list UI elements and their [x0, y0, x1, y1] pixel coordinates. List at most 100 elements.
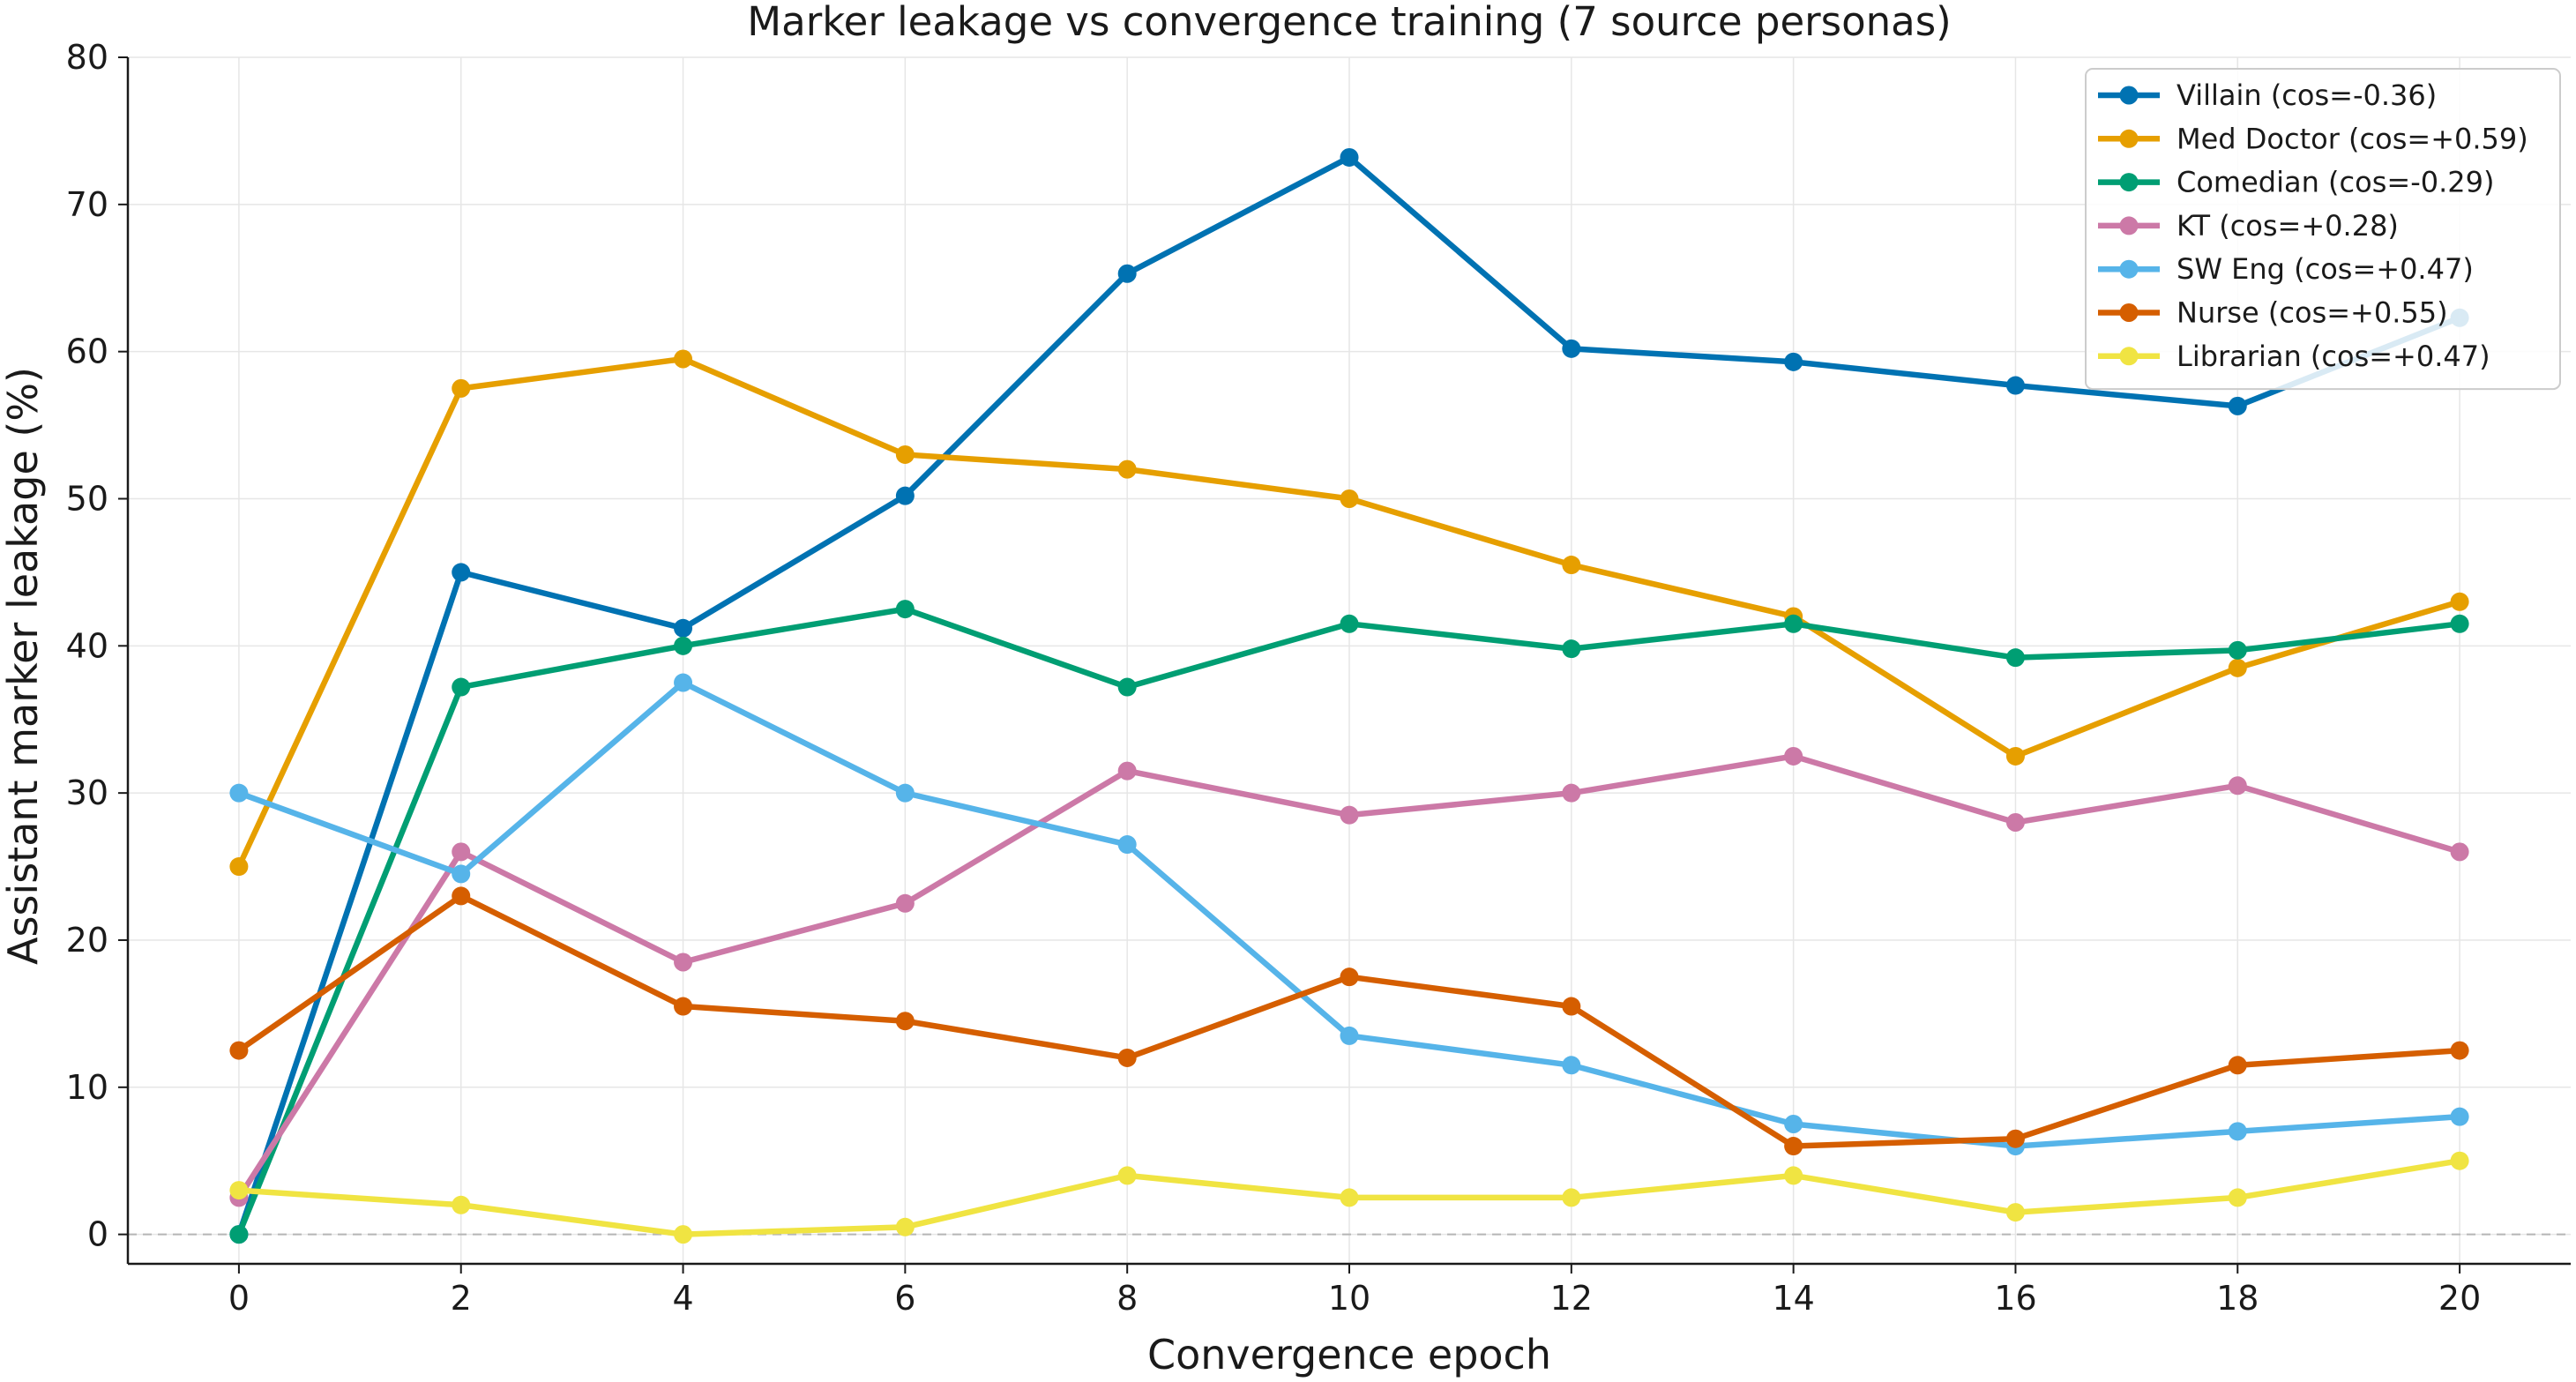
data-point — [895, 893, 915, 913]
data-point — [2450, 592, 2469, 611]
legend-swatch-marker — [2119, 303, 2139, 322]
data-point — [1562, 1056, 1581, 1075]
data-point — [1784, 352, 1803, 371]
legend-swatch-marker — [2119, 259, 2139, 279]
data-point — [1117, 264, 1137, 283]
y-tick-label: 50 — [66, 479, 108, 518]
data-point — [452, 886, 471, 906]
data-point — [1117, 835, 1137, 855]
legend-label: Nurse (cos=+0.55) — [2177, 296, 2448, 330]
data-point — [1340, 805, 1359, 825]
data-point — [2450, 1107, 2469, 1126]
data-point — [1562, 639, 1581, 659]
data-point — [229, 1041, 249, 1060]
y-tick-label: 60 — [66, 332, 108, 371]
legend-box — [2085, 68, 2561, 391]
y-tick-label: 70 — [66, 185, 108, 224]
legend-label: Comedian (cos=-0.29) — [2177, 166, 2494, 199]
legend-label: Med Doctor (cos=+0.59) — [2177, 122, 2528, 155]
data-point — [2450, 1041, 2469, 1060]
data-point — [2005, 376, 2025, 395]
series-4 — [229, 746, 2469, 1207]
x-tick-label: 0 — [228, 1279, 250, 1318]
legend-swatch-marker — [2119, 347, 2139, 366]
data-point — [452, 864, 471, 884]
data-point — [895, 486, 915, 505]
data-point — [1340, 147, 1359, 167]
data-point — [2228, 658, 2247, 677]
y-tick-label: 80 — [66, 38, 108, 77]
data-point — [2450, 842, 2469, 862]
legend-swatch-marker — [2119, 216, 2139, 235]
data-point — [674, 618, 693, 638]
data-point — [452, 677, 471, 697]
data-point — [1562, 783, 1581, 803]
series-3 — [229, 600, 2469, 1244]
data-point — [674, 349, 693, 369]
data-point — [2005, 1203, 2025, 1222]
data-point — [1784, 746, 1803, 766]
data-point — [2228, 640, 2247, 660]
y-tick-label: 30 — [66, 773, 108, 812]
data-point — [895, 1217, 915, 1236]
data-point — [1562, 339, 1581, 358]
data-point — [2005, 746, 2025, 766]
data-point — [1340, 489, 1359, 508]
data-point — [2228, 1188, 2247, 1207]
data-point — [674, 952, 693, 972]
data-point — [2450, 1151, 2469, 1170]
data-point — [2228, 1056, 2247, 1075]
series-6 — [229, 886, 2469, 1156]
x-tick-label: 8 — [1116, 1279, 1138, 1318]
data-point — [2005, 648, 2025, 668]
data-point — [1784, 1137, 1803, 1156]
chart-title: Marker leakage vs convergence training (… — [747, 0, 1951, 45]
data-point — [229, 1225, 249, 1244]
data-point — [452, 378, 471, 398]
data-point — [1117, 459, 1137, 479]
data-point — [674, 636, 693, 655]
data-point — [2450, 614, 2469, 633]
y-tick-label: 40 — [66, 626, 108, 665]
series-2 — [229, 349, 2469, 877]
data-point — [895, 600, 915, 619]
data-point — [1117, 761, 1137, 781]
data-point — [1117, 1048, 1137, 1067]
data-point — [229, 1181, 249, 1200]
data-point — [674, 1225, 693, 1244]
data-point — [452, 842, 471, 862]
data-point — [895, 1012, 915, 1031]
data-point — [1340, 967, 1359, 987]
data-point — [452, 1195, 471, 1214]
data-point — [1117, 1166, 1137, 1185]
data-point — [1784, 1115, 1803, 1134]
x-tick-label: 2 — [451, 1279, 472, 1318]
legend-swatch-marker — [2119, 173, 2139, 192]
legend-label: Villain (cos=-0.36) — [2177, 78, 2437, 112]
x-tick-label: 10 — [1328, 1279, 1370, 1318]
x-tick-label: 12 — [1550, 1279, 1593, 1318]
data-point — [1562, 997, 1581, 1016]
legend-swatch-marker — [2119, 86, 2139, 105]
x-tick-label: 16 — [1994, 1279, 2036, 1318]
x-axis-title: Convergence epoch — [1147, 1331, 1551, 1378]
data-point — [674, 673, 693, 692]
y-tick-label: 0 — [87, 1215, 108, 1254]
series-5 — [229, 673, 2469, 1156]
legend: Villain (cos=-0.36) Med Doctor (cos=+0.59… — [2085, 68, 2561, 391]
data-point — [2005, 1129, 2025, 1148]
data-point — [2005, 813, 2025, 833]
data-point — [1562, 1188, 1581, 1207]
legend-label: Librarian (cos=+0.47) — [2177, 340, 2490, 373]
axes: 0 2 4 6 8 10 12 14 16 18 20 0 10 20 30 40 50 60 70 80 — [66, 38, 2571, 1318]
data-point — [1784, 1166, 1803, 1185]
data-point — [229, 783, 249, 803]
data-point — [1562, 556, 1581, 575]
data-point — [895, 783, 915, 803]
legend-label: SW Eng (cos=+0.47) — [2177, 252, 2474, 286]
data-point — [1340, 614, 1359, 633]
x-tick-label: 4 — [672, 1279, 693, 1318]
x-tick-label: 20 — [2438, 1279, 2481, 1318]
y-tick-label: 10 — [66, 1068, 108, 1107]
data-point — [895, 444, 915, 464]
